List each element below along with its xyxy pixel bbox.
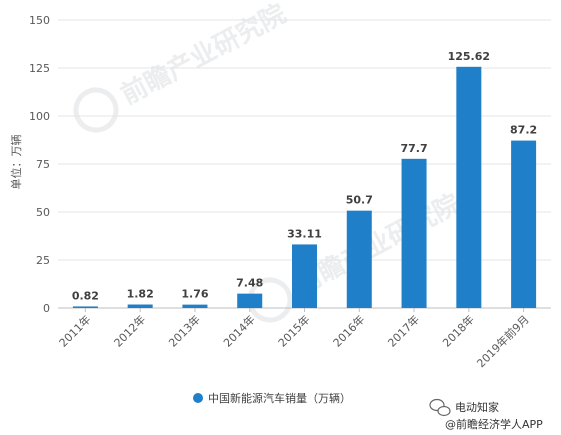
x-tick-label: 2011年 [56,312,93,349]
data-label: 7.48 [236,277,263,290]
wechat-icon [429,398,451,417]
footer-branding: 电动知家 @前瞻经济学人APP [429,398,543,431]
data-labels: 0.82 1.82 1.76 7.48 33.11 50.7 77.7 125.62 87.2 [72,50,537,303]
y-tick-label: 50 [36,206,50,219]
data-label: 33.11 [287,227,322,240]
bar [401,158,427,308]
y-tick-label: 75 [36,158,50,171]
legend: 中国新能源汽车销量（万辆） [193,391,351,405]
footer-app: @前瞻经济学人APP [445,417,543,431]
data-label: 1.82 [127,288,154,301]
y-axis-label: 单位：万辆 [9,135,23,190]
x-tick-label: 2019年前9月 [474,312,532,370]
footer-source: 电动知家 [455,400,499,414]
x-tick-label: 2013年 [166,312,203,349]
y-tick-label: 100 [29,110,50,123]
data-label: 87.2 [510,124,537,137]
data-label: 1.76 [181,288,208,301]
legend-marker [193,393,203,403]
bar [346,210,372,308]
y-axis: 0 25 50 75 100 125 150 [29,14,50,315]
bar [72,306,98,308]
y-tick-label: 25 [36,254,50,267]
x-tick-label: 2012年 [111,312,148,349]
x-tick-label: 2016年 [330,312,367,349]
watermark-logo-icon-2 [247,277,293,323]
data-label: 50.7 [346,194,373,207]
bars [72,66,537,308]
x-axis: 2011年 2012年 2013年 2014年 2015年 2016年 2017年 2018年… [56,308,532,370]
x-tick-label: 2017年 [385,312,422,349]
y-tick-label: 0 [43,302,50,315]
bar [292,244,317,308]
bar [182,304,208,308]
watermark-logo-icon [73,87,119,133]
data-label: 125.62 [448,50,490,63]
legend-label: 中国新能源汽车销量（万辆） [208,391,351,405]
watermark-brand-top: 前瞻产业研究院 [116,0,291,111]
y-tick-label: 150 [29,14,50,27]
data-label: 77.7 [400,142,427,155]
y-tick-label: 125 [29,62,50,75]
bar [237,293,263,308]
bar [456,66,482,308]
x-tick-label: 2018年 [439,312,476,349]
data-label: 0.82 [72,289,99,302]
x-tick-label: 2014年 [220,312,257,349]
bar [511,140,537,308]
bar [127,304,153,308]
